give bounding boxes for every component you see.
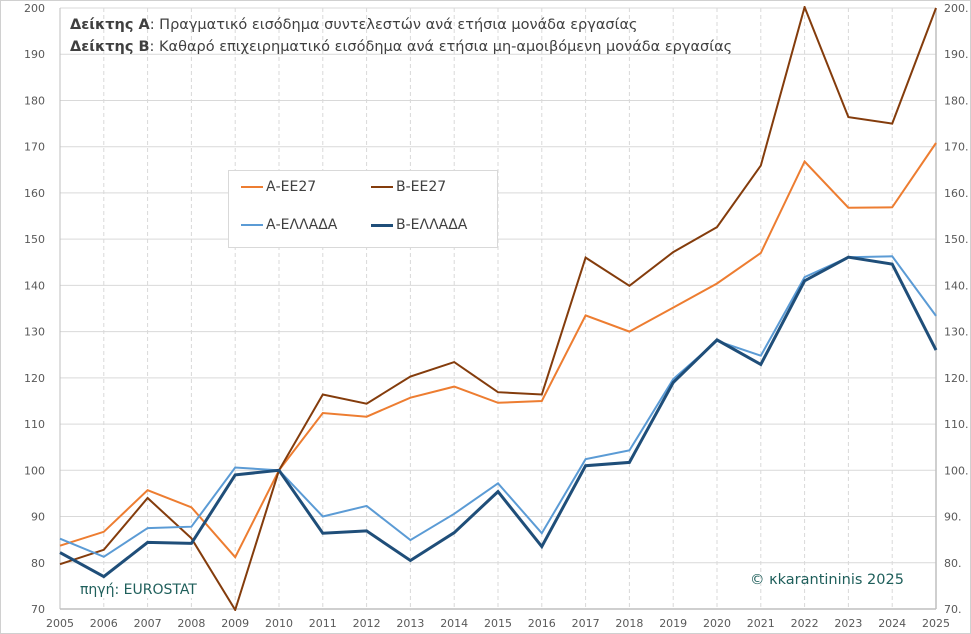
- x-tick-label: 2008: [177, 617, 205, 630]
- legend-item-a-greece[interactable]: Α-ΕΛΛΑΔΑ: [241, 217, 337, 233]
- y-axis-left-ticks: 70 80 90 100 110 120 130 140 150 160 170 180 190 200: [24, 2, 45, 616]
- legend-swatch: [371, 186, 393, 188]
- y-tick-label-left: 140: [24, 279, 45, 292]
- legend-swatch: [371, 223, 393, 227]
- y-tick-label-left: 100: [24, 464, 45, 477]
- source-label: πηγή: EUROSTAT: [78, 582, 199, 598]
- y-tick-label-left: 190: [24, 48, 45, 61]
- title-b-text: : Καθαρό επιχειρηματικό εισόδημα ανά ετή…: [149, 39, 733, 55]
- x-tick-label: 2021: [747, 617, 775, 630]
- x-tick-label: 2022: [791, 617, 819, 630]
- y-tick-label-right: 100.: [944, 464, 969, 477]
- legend-label: Α-ΕΛΛΑΔΑ: [266, 217, 338, 233]
- x-tick-label: 2023: [834, 617, 862, 630]
- y-tick-label-left: 150: [24, 233, 45, 246]
- legend-item-b-greece[interactable]: Β-ΕΛΛΑΔΑ: [371, 217, 467, 233]
- x-tick-label: 2018: [615, 617, 643, 630]
- legend-swatch: [241, 224, 263, 226]
- x-axis-ticks: 2005 2006 2007 2008 2009 2010 2011 2012 2013 2014…: [46, 617, 950, 630]
- x-tick-label: 2011: [309, 617, 337, 630]
- x-tick-label: 2010: [265, 617, 293, 630]
- title-a-text: : Πραγματικό εισόδημα συντελεστών ανά ετ…: [149, 17, 638, 33]
- chart-title: Δείκτης Α: Πραγματικό εισόδημα συντελεστ…: [70, 14, 732, 58]
- y-tick-label-left: 200: [24, 2, 45, 15]
- x-tick-label: 2025: [922, 617, 950, 630]
- series-line-b-ee27: [59, 6, 937, 611]
- x-tick-label: 2024: [878, 617, 906, 630]
- legend-item-b-ee27[interactable]: Β-ΕΕ27: [371, 179, 446, 195]
- vertical-gridlines: [103, 8, 893, 609]
- copyright-label: © κkarantininis 2025: [750, 572, 904, 588]
- x-tick-label: 2013: [396, 617, 424, 630]
- y-tick-label-right: 110.: [944, 418, 969, 431]
- legend: Α-ΕΕ27 Β-ΕΕ27 Α-ΕΛΛΑΔΑ Β-ΕΛΛΑΔΑ: [228, 170, 498, 248]
- title-line-a: Δείκτης Α: Πραγματικό εισόδημα συντελεστ…: [70, 14, 732, 36]
- y-tick-label-right: 170.: [944, 141, 969, 154]
- y-tick-label-right: 120.: [944, 372, 969, 385]
- x-tick-label: 2009: [221, 617, 249, 630]
- y-tick-label-right: 190.: [944, 48, 969, 61]
- y-tick-label-right: 200.: [944, 2, 969, 15]
- y-tick-label-left: 90: [31, 511, 45, 524]
- series-line-b-greece: [59, 255, 938, 579]
- axes: [59, 8, 937, 610]
- series-lines: [59, 6, 938, 611]
- x-tick-label: 2017: [572, 617, 600, 630]
- legend-label: Β-ΕΕ27: [396, 179, 447, 195]
- x-tick-label: 2006: [90, 617, 118, 630]
- x-tick-label: 2016: [528, 617, 556, 630]
- x-tick-label: 2019: [659, 617, 687, 630]
- y-axis-right-ticks: 70. 80. 90. 100. 110. 120. 130. 140. 150. 160. 170…: [944, 2, 969, 616]
- x-tick-label: 2012: [353, 617, 381, 630]
- y-tick-label-left: 180: [24, 94, 45, 107]
- legend-swatch: [241, 186, 263, 188]
- y-tick-label-right: 150.: [944, 233, 969, 246]
- y-tick-label-left: 110: [24, 418, 45, 431]
- series-line-a-ee27: [59, 142, 937, 559]
- y-tick-label-right: 70.: [944, 603, 962, 616]
- legend-item-a-ee27[interactable]: Α-ΕΕ27: [241, 179, 316, 195]
- x-tick-label: 2020: [703, 617, 731, 630]
- y-tick-label-right: 130.: [944, 326, 969, 339]
- y-tick-label-right: 180.: [944, 94, 969, 107]
- y-tick-label-right: 160.: [944, 187, 969, 200]
- legend-label: Α-ΕΕ27: [266, 179, 317, 195]
- legend-label: Β-ΕΛΛΑΔΑ: [396, 217, 468, 233]
- y-tick-label-left: 80: [31, 557, 45, 570]
- y-tick-label-left: 70: [31, 603, 45, 616]
- horizontal-gridlines: [60, 7, 936, 610]
- title-line-b: Δείκτης Β: Καθαρό επιχειρηματικό εισόδημ…: [70, 36, 732, 58]
- series-line-a-greece: [59, 255, 937, 558]
- y-tick-label-right: 140.: [944, 279, 969, 292]
- y-tick-label-left: 120: [24, 372, 45, 385]
- x-tick-label: 2007: [134, 617, 162, 630]
- x-tick-label: 2015: [484, 617, 512, 630]
- title-b-bold: Δείκτης Β: [70, 39, 150, 55]
- y-tick-label-left: 160: [24, 187, 45, 200]
- y-tick-label-left: 130: [24, 326, 45, 339]
- title-a-bold: Δείκτης Α: [70, 17, 150, 33]
- y-tick-label-right: 90.: [944, 511, 962, 524]
- x-tick-label: 2005: [46, 617, 74, 630]
- y-tick-label-right: 80.: [944, 557, 962, 570]
- x-tick-label: 2014: [440, 617, 468, 630]
- y-tick-label-left: 170: [24, 141, 45, 154]
